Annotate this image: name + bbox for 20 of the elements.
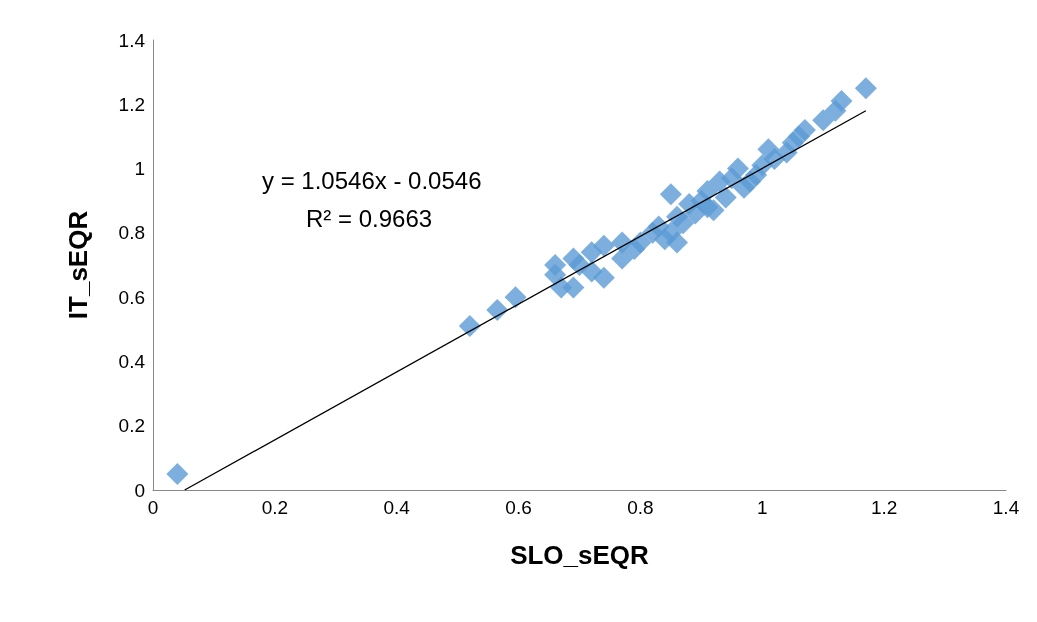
y-tick-label: 0.4 [118, 350, 146, 372]
x-tick-label: 0.6 [505, 497, 532, 518]
x-tick-label: 0 [147, 497, 159, 518]
annotation: y = 1.0546x - 0.0546 [262, 166, 482, 194]
x-tick-label: 1 [757, 497, 768, 518]
y-tick-label: 0 [134, 479, 145, 501]
x-tick-label: 1.2 [870, 497, 898, 518]
y-axis-title: IT_sEQR [63, 210, 93, 320]
x-tick-label: 1.4 [992, 497, 1020, 518]
x-tick-label: 0.4 [383, 497, 411, 518]
y-tick-label: 0.2 [118, 415, 145, 437]
x-tick-label: 0.2 [261, 497, 289, 518]
x-tick-label: 0.8 [627, 497, 654, 518]
y-tick-label: 1 [134, 158, 145, 180]
annotation: R² = 0.9663 [306, 204, 433, 232]
y-tick-label: 0.6 [118, 286, 145, 308]
y-tick-label: 1.4 [118, 29, 146, 51]
y-tick-label: 1.2 [118, 93, 145, 115]
y-tick-label: 0.8 [118, 222, 145, 244]
x-axis-title: SLO_sEQR [510, 540, 650, 570]
